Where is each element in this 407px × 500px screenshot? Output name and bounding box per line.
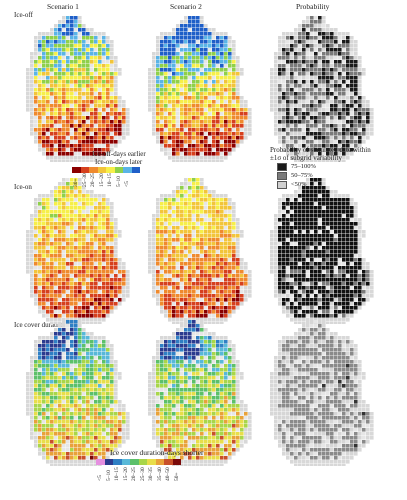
legend-bottom-swatch-6	[147, 459, 156, 465]
map-ice-off-scenario-2	[148, 16, 252, 162]
legend-bottom-tick-9: 50+	[173, 472, 180, 481]
legend-bottom-swatch-1	[104, 459, 113, 465]
legend-prob-item-1: 50–75%	[277, 171, 316, 180]
legend-bottom-tick-0: <5	[97, 475, 103, 481]
legend-prob-label-2: <50%	[291, 181, 307, 188]
legend-prob-title-line-2: ±1σ of subgrid variability	[270, 154, 342, 162]
legend-bottom-swatch-0	[96, 459, 105, 465]
legend-prob-swatch-1	[277, 171, 287, 180]
legend-prob-item-0: 75–100%	[277, 162, 316, 171]
legend-bottom-swatch-2	[113, 459, 122, 465]
map-ice-on-scenario-2	[148, 178, 252, 324]
legend-prob-item-2: <50%	[277, 180, 316, 189]
legend-top-title-line-1: Ice-off-days earlier	[92, 150, 146, 158]
legend-top-tick-6: <5	[124, 181, 130, 187]
legend-top-color-bar	[72, 167, 140, 173]
legend-top-swatch-2	[89, 167, 98, 173]
legend-probability: 75–100% 50–75% <50%	[277, 162, 316, 189]
legend-bottom-swatch-9	[172, 459, 181, 465]
legend-prob-label-1: 50–75%	[291, 172, 313, 179]
legend-prob-label-0: 75–100%	[291, 163, 316, 170]
legend-bottom-swatch-7	[155, 459, 164, 465]
legend-top-swatch-3	[97, 167, 106, 173]
legend-top-tick-0: 30+	[73, 178, 79, 187]
row-label-ice-off: Ice-off	[14, 11, 33, 19]
legend-top-tick-3: 15–20	[98, 173, 105, 187]
legend-bottom-tick-7: 35–40	[156, 467, 163, 481]
legend-top-swatch-7	[131, 167, 140, 173]
legend-bottom-swatch-4	[130, 459, 139, 465]
legend-top-swatch-6	[123, 167, 132, 173]
row-label-ice-on: Ice-on	[14, 183, 32, 191]
legend-top-title-line-2: Ice-on-days later	[95, 158, 143, 166]
legend-top-tick-2: 20–25	[90, 173, 96, 187]
legend-prob-swatch-2	[277, 180, 287, 189]
legend-top-swatch-4	[106, 167, 115, 173]
map-duration-scenario-2	[148, 320, 252, 466]
map-ice-on-scenario-1	[26, 178, 130, 324]
legend-bottom-tick-3: 15–20	[122, 467, 129, 481]
legend-bottom-swatch-3	[121, 459, 130, 465]
legend-bottom-tick-2: 10–15	[114, 467, 120, 481]
map-duration-scenario-1	[26, 320, 130, 466]
map-ice-off-scenario-1	[26, 16, 130, 162]
legend-bottom-tick-6: 30–35	[148, 467, 154, 481]
legend-top-tick-4: 10–15	[107, 173, 113, 187]
legend-prob-title-line-1: Probability of simulated date within	[270, 146, 371, 154]
legend-top-swatch-1	[80, 167, 89, 173]
legend-top-tick-5: 5–10	[115, 176, 122, 187]
column-title-scenario-2: Scenario 2	[170, 2, 202, 11]
legend-bottom-tick-4: 20–25	[131, 467, 137, 481]
legend-bottom-title: Ice cover duration-days shorter	[110, 448, 204, 457]
legend-bottom-swatch-8	[164, 459, 173, 465]
row-label-ice-cover-duration: Ice cover duration	[14, 321, 65, 329]
column-title-probability: Probability	[296, 2, 330, 11]
legend-prob-swatch-0	[277, 162, 287, 171]
column-title-scenario-1: Scenario 1	[47, 2, 79, 11]
legend-top-tick-1: 25–30	[81, 173, 88, 187]
legend-top-swatch-5	[114, 167, 123, 173]
map-ice-on-probability	[270, 178, 374, 324]
legend-bottom-swatch-5	[138, 459, 147, 465]
legend-bottom-tick-1: 5–10	[105, 470, 112, 481]
map-ice-off-probability	[270, 16, 374, 162]
legend-bottom-color-bar	[96, 459, 181, 465]
legend-bottom-tick-8: 40–50	[165, 467, 171, 481]
legend-top-swatch-0	[72, 167, 81, 173]
legend-bottom-tick-5: 25–30	[139, 467, 146, 481]
map-duration-probability	[270, 320, 374, 466]
